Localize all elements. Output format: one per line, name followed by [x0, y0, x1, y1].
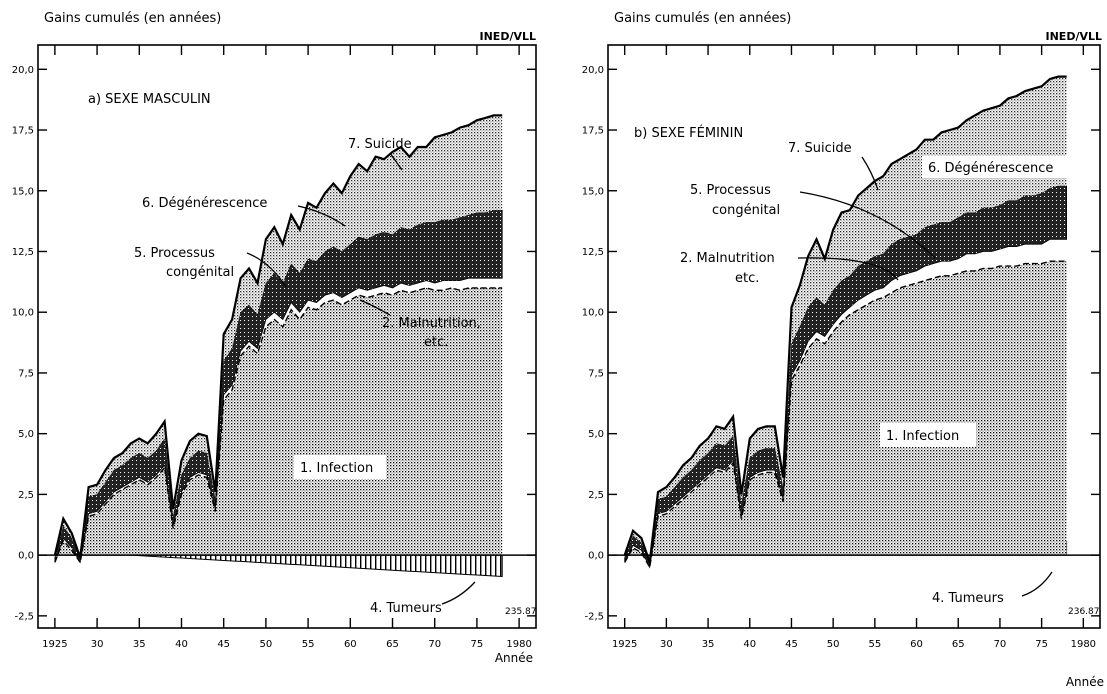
panel-b-ytick-label: 12,5	[582, 247, 604, 258]
panel-b-frame	[607, 44, 1101, 629]
panel-a-ytick-label: 7,5	[18, 368, 34, 379]
panel-b-ytick-label: 5,0	[588, 429, 604, 440]
panel-a-ytick-label: 20,0	[12, 65, 34, 76]
panel-a-ann-maln2: etc.	[424, 335, 448, 350]
panel-b-ytick-label: 10,0	[582, 308, 604, 319]
panel-b-ylabel: Gains cumulés (en années)	[614, 11, 791, 26]
panel-b-ytick-label: 17,5	[582, 126, 604, 137]
panel-a-ytick-label: 2,5	[18, 490, 34, 501]
panel-b-ann-proc-arrow	[799, 191, 936, 259]
panel-b-xtick-label: 1980	[1071, 639, 1096, 650]
panel-b-ann-degen-box	[922, 156, 1078, 178]
panel-a-ann-degen-arrow	[297, 205, 346, 227]
panel-a-ann-proc-arrow	[246, 252, 287, 288]
panel-a-title: a) SEXE MASCULIN	[88, 92, 211, 107]
panel-b-xtick-label: 70	[994, 639, 1007, 650]
panel-b-ann-infection: 1. Infection	[886, 429, 959, 444]
panel-b-xtick-label: 30	[660, 639, 673, 650]
panel-b-ytick-label: 2,5	[588, 490, 604, 501]
panel-a-code: 235.87	[505, 607, 537, 617]
panel-b-ytick-label: 20,0	[582, 65, 604, 76]
panel-a-ann-suicide: 7. Suicide	[348, 137, 412, 152]
panel-b-series-suicide	[623, 75, 1067, 563]
panel-a: Gains cumulés (en années) INED/VLL -2,5 0…	[12, 11, 537, 665]
panel-a-series-infection	[54, 287, 503, 563]
panel-b-ann-infection-box	[880, 423, 976, 447]
panel-b-title: b) SEXE FÉMININ	[634, 125, 743, 141]
panel-b-ann-maln1: 2. Malnutrition	[680, 251, 775, 266]
panel-a-ytick-label: 12,5	[12, 247, 34, 258]
panel-a-xtick-label: 60	[344, 639, 357, 650]
panel-b-ann-suicide: 7. Suicide	[788, 141, 852, 156]
panel-b-xtick-label: 65	[952, 639, 965, 650]
panel-a-xtick-label: 40	[175, 639, 188, 650]
panel-a-plot: -2,5 0,0 2,5 5,0 7,5 10,0 12,5 15,0 17,5 20,0 1925…	[12, 45, 536, 650]
panel-a-xtick-label: 70	[428, 639, 441, 650]
panel-a-series-tumeurs	[54, 554, 503, 578]
panel-a-ylabel: Gains cumulés (en années)	[44, 11, 221, 26]
panel-a-xlabel: Année	[495, 651, 533, 665]
panel-a-ann-maln-arrow	[359, 299, 391, 316]
panel-b-ytick-label: 7,5	[588, 368, 604, 379]
panel-a-ann-maln1: 2. Malnutrition,	[382, 316, 481, 331]
panel-a-ytick-label: 5,0	[18, 429, 34, 440]
panel-a-xtick-label: 1980	[506, 639, 531, 650]
panel-a-ytick-label: 17,5	[12, 126, 34, 137]
panel-a-source: INED/VLL	[480, 30, 537, 43]
panel-b-xtick-label: 55	[868, 639, 881, 650]
panel-b-ann-degen: 6. Dégénérescence	[928, 161, 1053, 176]
panel-a-xtick-label: 35	[133, 639, 146, 650]
panel-a-ytick-label: 0,0	[18, 551, 34, 562]
panel-a-frame	[37, 44, 537, 629]
panel-b-xtick-label: 50	[827, 639, 840, 650]
panel-b-xtick-label: 75	[1035, 639, 1048, 650]
panel-b-ann-maln2: etc.	[735, 271, 759, 286]
panel-a-ytick-label: 10,0	[12, 308, 34, 319]
panel-a-xtick-label: 1925	[42, 639, 67, 650]
panel-b-ytick-label: 0,0	[588, 551, 604, 562]
panel-b-xtick-label: 1925	[612, 639, 637, 650]
panel-a-xtick-label: 30	[91, 639, 104, 650]
panel-a-ann-proc1: 5. Processus	[134, 246, 215, 261]
panel-a-xtick-label: 65	[386, 639, 399, 650]
panel-b-xtick-label: 35	[702, 639, 715, 650]
panel-b-code: 236.87	[1068, 607, 1100, 617]
panel-b-ann-suicide-arrow	[861, 156, 879, 191]
panel-a-ann-suicide-arrow	[389, 152, 403, 171]
panel-b-xtick-label: 40	[743, 639, 756, 650]
panel-a-ytick-label: 15,0	[12, 186, 34, 197]
panel-b-ann-proc1: 5. Processus	[690, 183, 771, 198]
panel-b-xtick-label: 60	[910, 639, 923, 650]
panel-a-ann-proc2: congénital	[166, 265, 234, 280]
panel-b-ann-tumeurs: 4. Tumeurs	[932, 591, 1004, 606]
panel-a-ann-infection-box	[294, 455, 386, 479]
panel-a-xtick-label: 55	[302, 639, 315, 650]
panel-b-ann-tumeurs-arrow	[1021, 571, 1053, 597]
panel-b-ytick-label: -2,5	[584, 611, 604, 622]
panel-a-xtick-label: 75	[471, 639, 484, 650]
panel-b-series-infection	[624, 261, 1067, 568]
panel-b-ann-proc2: congénital	[712, 203, 780, 218]
panel-a-ann-degen: 6. Dégénérescence	[142, 196, 267, 211]
panel-a-ann-tumeurs-arrow	[441, 581, 476, 605]
panel-a-ann-tumeurs: 4. Tumeurs	[370, 601, 442, 616]
panel-b-source: INED/VLL	[1046, 30, 1103, 43]
panel-b-ytick-label: 15,0	[582, 186, 604, 197]
panel-b-ann-maln-arrow	[797, 257, 899, 281]
panel-a-series-suicide	[53, 114, 503, 558]
panel-a-ytick-label: -2,5	[14, 611, 34, 622]
panel-b-xtick-label: 45	[785, 639, 798, 650]
panel-a-xtick-label: 50	[260, 639, 273, 650]
panel-a-xtick-label: 45	[217, 639, 230, 650]
panel-b-xlabel: Année	[1066, 675, 1104, 689]
panel-b: Gains cumulés (en années) INED/VLL -2,5 0…	[582, 11, 1104, 689]
panel-b-plot: -2,5 0,0 2,5 5,0 7,5 10,0 12,5 15,0 17,5 20,0 1925…	[582, 45, 1100, 650]
panel-a-ann-infection: 1. Infection	[300, 461, 373, 476]
panel-b-infection-boundary	[624, 260, 1067, 570]
